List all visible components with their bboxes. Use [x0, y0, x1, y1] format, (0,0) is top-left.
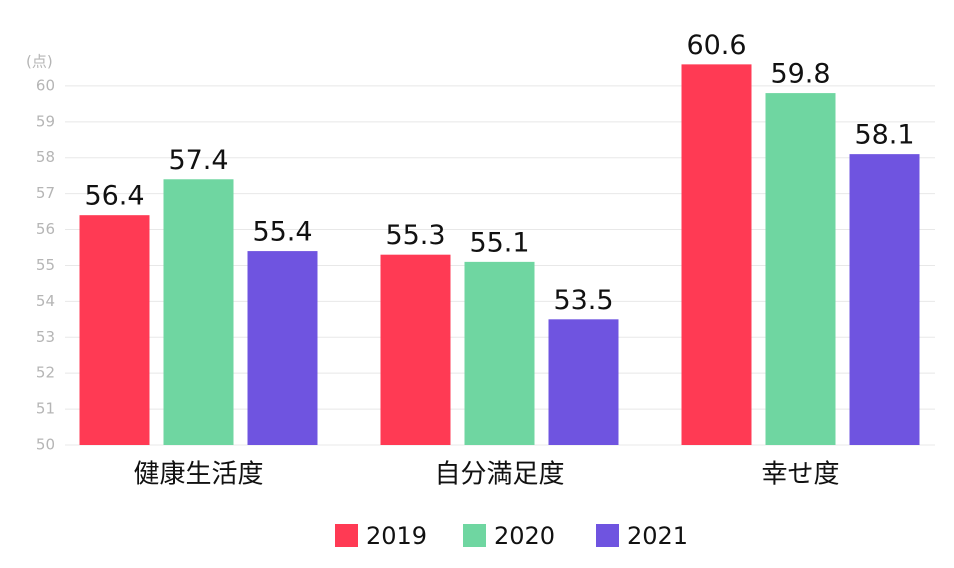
x-tick-label: 幸せ度 — [761, 460, 839, 490]
y-tick-label: 53 — [36, 328, 55, 346]
y-tick-label: 58 — [36, 148, 55, 166]
y-tick-label: 54 — [36, 292, 55, 310]
value-label: 60.6 — [686, 30, 746, 61]
value-label: 55.3 — [385, 220, 445, 251]
value-label: 56.4 — [84, 181, 144, 212]
x-tick-label: 健康生活度 — [133, 460, 263, 490]
legend-label: 2020 — [494, 522, 555, 550]
x-tick-label: 自分満足度 — [434, 460, 564, 490]
bar — [681, 64, 752, 445]
y-tick-label: 50 — [36, 436, 55, 454]
y-tick-label: 51 — [36, 400, 55, 418]
legend-swatch — [596, 524, 619, 547]
y-unit: (点) — [26, 53, 53, 71]
bar — [849, 154, 920, 446]
legend-swatch — [463, 524, 486, 547]
bar — [548, 319, 619, 445]
value-label: 58.1 — [854, 120, 914, 151]
value-label: 55.4 — [252, 217, 312, 248]
bar — [765, 93, 836, 445]
y-tick-label: 55 — [36, 256, 55, 274]
value-label: 55.1 — [469, 227, 529, 258]
bar — [464, 261, 535, 445]
legend-label: 2019 — [366, 522, 427, 550]
bar — [380, 254, 451, 445]
y-tick-label: 56 — [36, 220, 55, 238]
value-label: 59.8 — [770, 59, 830, 90]
legend-swatch — [335, 524, 358, 547]
y-tick-label: 59 — [36, 112, 55, 130]
value-label: 57.4 — [168, 145, 228, 176]
y-tick-label: 52 — [36, 364, 55, 382]
value-label: 53.5 — [553, 285, 613, 316]
bar — [163, 179, 234, 446]
y-tick-label: 57 — [36, 184, 55, 202]
bar — [79, 215, 150, 445]
y-tick-label: 60 — [36, 76, 55, 94]
bar — [247, 251, 318, 445]
legend-label: 2021 — [627, 522, 688, 550]
